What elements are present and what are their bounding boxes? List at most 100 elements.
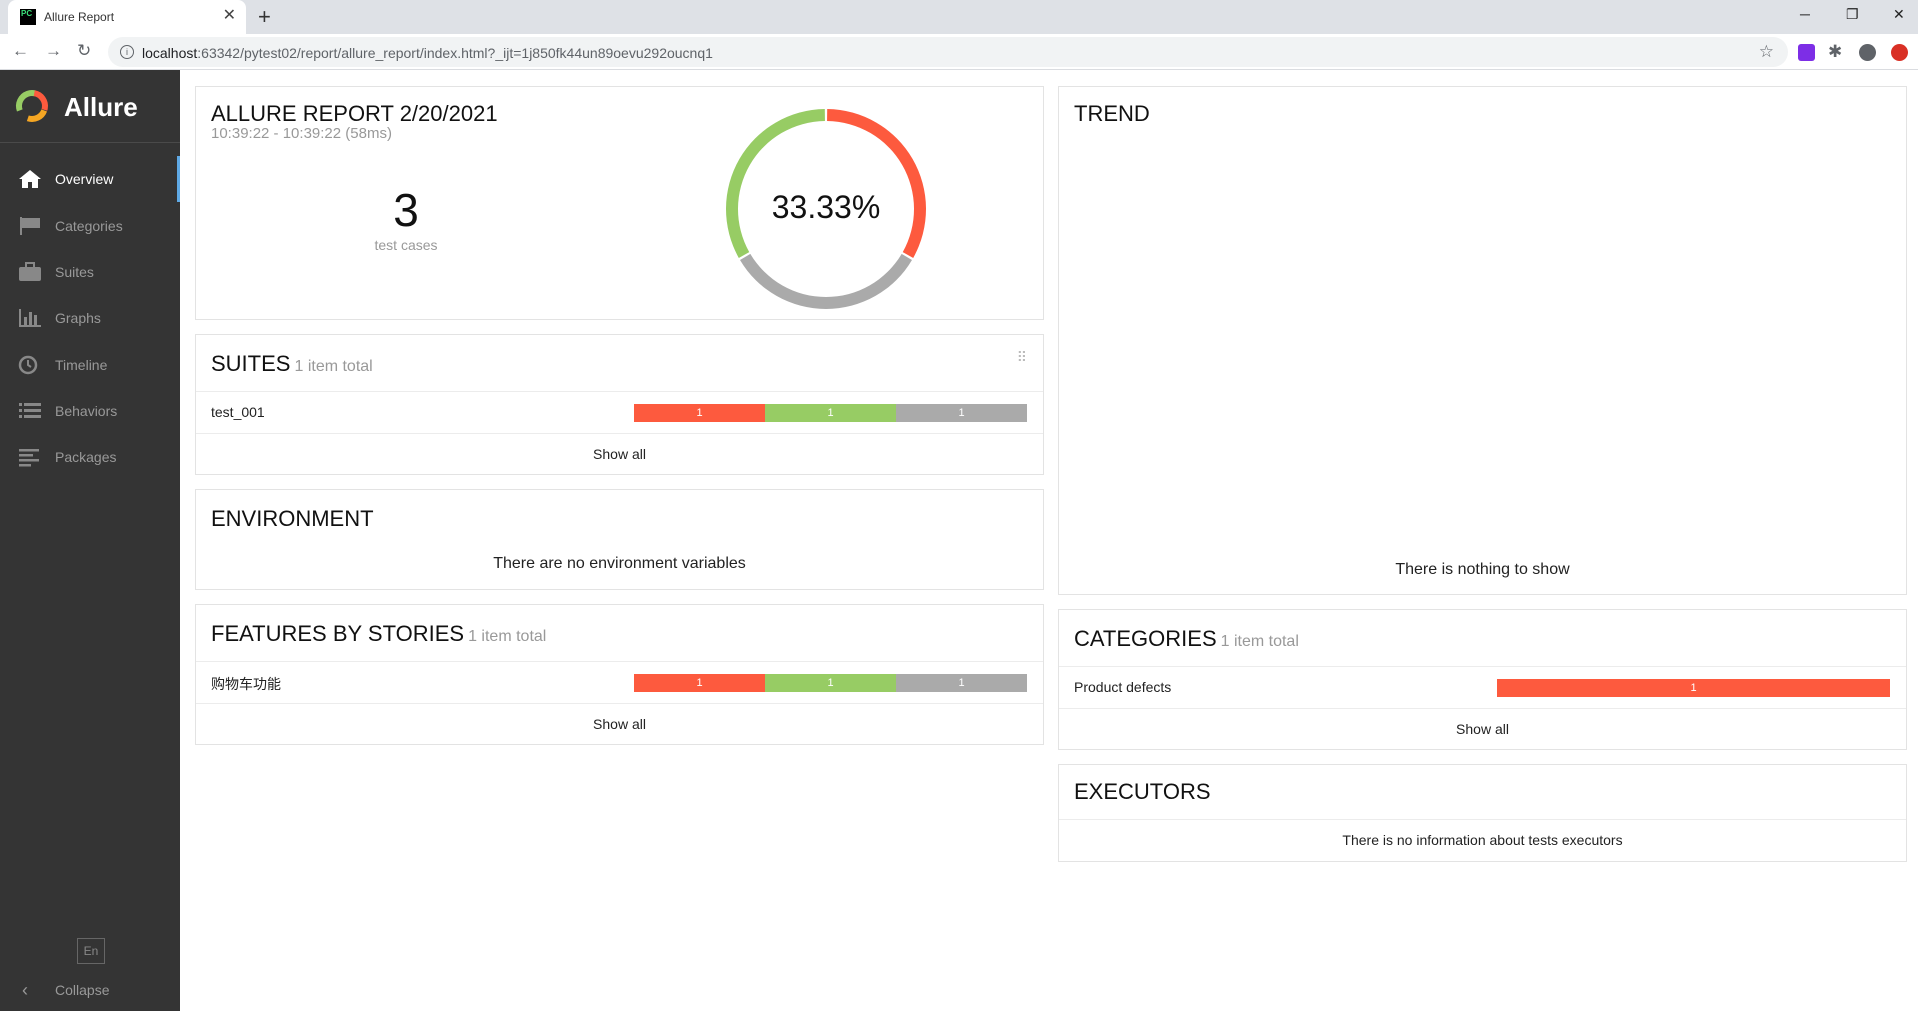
new-tab-icon[interactable]: + <box>258 4 271 29</box>
unknown-segment: 1 <box>896 404 1027 422</box>
environment-widget: ENVIRONMENT There are no environment var… <box>195 489 1044 590</box>
sidebar-item-label: Behaviors <box>55 403 118 419</box>
collapse-label: Collapse <box>55 982 110 998</box>
categories-widget: CATEGORIES 1 item total Product defects 1… <box>1058 609 1907 750</box>
feature-name: 购物车功能 <box>211 676 281 692</box>
table-row[interactable]: 购物车功能 1 1 1 <box>196 661 1043 703</box>
report-time: 10:39:22 - 10:39:22 (58ms) <box>211 125 392 142</box>
tab-title: Allure Report <box>44 10 115 24</box>
sidebar-item-behaviors[interactable]: Behaviors <box>0 388 180 434</box>
executors-title: EXECUTORS <box>1074 779 1211 804</box>
back-icon[interactable]: ← <box>12 41 29 60</box>
trend-title: TREND <box>1074 101 1150 126</box>
flag-icon <box>20 217 40 235</box>
status-bar: 1 1 1 <box>634 674 1027 692</box>
language-button[interactable]: En <box>77 938 105 964</box>
suites-total: 1 item total <box>294 358 373 375</box>
browser-tab[interactable]: PC Allure Report ✕ <box>8 0 246 34</box>
status-bar: 1 1 1 <box>634 404 1027 422</box>
extensions-icon[interactable]: ✱ <box>1828 42 1843 61</box>
passed-segment: 1 <box>765 404 896 422</box>
failed-segment: 1 <box>634 404 765 422</box>
sidebar-item-label: Overview <box>55 171 114 187</box>
url-host: localhost <box>142 45 198 61</box>
features-title-text: FEATURES BY STORIES <box>211 621 465 646</box>
forward-icon[interactable]: → <box>45 41 62 60</box>
clock-icon <box>18 355 38 375</box>
sidebar-item-overview[interactable]: Overview <box>0 156 180 202</box>
minimize-icon[interactable]: ─ <box>1800 6 1810 22</box>
features-title: FEATURES BY STORIES 1 item total <box>211 621 546 647</box>
url-text[interactable]: localhost:63342/pytest02/report/allure_r… <box>142 45 713 61</box>
executors-row: There is no information about tests exec… <box>1059 819 1906 861</box>
browser-toolbar: ← → ↻ i localhost:63342/pytest02/report/… <box>0 34 1918 70</box>
trend-message: There is nothing to show <box>1395 561 1570 578</box>
sidebar-item-categories[interactable]: Categories <box>0 203 180 249</box>
sidebar-item-timeline[interactable]: Timeline <box>0 342 180 388</box>
unknown-segment: 1 <box>896 674 1027 692</box>
test-count-label: test cases <box>374 237 438 253</box>
address-bar[interactable]: i localhost:63342/pytest02/report/allure… <box>108 37 1788 67</box>
home-icon <box>19 170 41 188</box>
reload-icon[interactable]: ↻ <box>77 41 92 60</box>
suites-title: SUITES 1 item total <box>211 351 373 377</box>
sidebar-item-label: Suites <box>55 264 94 280</box>
align-left-icon <box>19 449 39 467</box>
allure-logo-icon <box>15 90 48 122</box>
category-name: Product defects <box>1074 679 1172 695</box>
unknown-arc <box>740 253 912 309</box>
brand[interactable]: Allure <box>0 70 180 143</box>
report-title: ALLURE REPORT 2/20/2021 <box>211 101 498 126</box>
bar-chart-icon <box>19 309 41 327</box>
profile-icon[interactable] <box>1859 44 1876 61</box>
sidebar-item-packages[interactable]: Packages <box>0 434 180 480</box>
star-icon[interactable]: ☆ <box>1758 42 1774 61</box>
list-icon <box>19 403 41 418</box>
suites-show-all-button[interactable]: Show all <box>196 433 1043 475</box>
summary-widget: ALLURE REPORT 2/20/2021 10:39:22 - 10:39… <box>195 86 1044 320</box>
pycharm-favicon-icon: PC <box>20 9 36 25</box>
categories-show-all-button[interactable]: Show all <box>1059 708 1906 750</box>
briefcase-icon <box>19 262 41 281</box>
passed-segment: 1 <box>765 674 896 692</box>
sidebar: Allure Overview Categories Suites Graphs… <box>0 70 180 1011</box>
brand-name: Allure <box>64 92 138 122</box>
categories-total: 1 item total <box>1220 633 1299 650</box>
extension-rp-icon[interactable] <box>1798 44 1815 61</box>
features-total: 1 item total <box>468 628 547 645</box>
table-row[interactable]: Product defects 1 <box>1059 666 1906 708</box>
drag-handle-icon[interactable]: ⠿ <box>1016 349 1027 365</box>
browser-tabstrip: PC Allure Report ✕ + ─ ❐ ✕ <box>0 0 1918 34</box>
success-percent: 33.33% <box>771 189 881 225</box>
suite-name: test_001 <box>211 404 265 420</box>
categories-title-text: CATEGORIES <box>1074 626 1217 651</box>
collapse-button[interactable]: ‹ Collapse <box>0 972 180 1008</box>
failed-arc <box>827 109 926 258</box>
sidebar-item-graphs[interactable]: Graphs <box>0 295 180 341</box>
restore-icon[interactable]: ❐ <box>1846 6 1859 22</box>
tab-close-icon[interactable]: ✕ <box>222 7 236 24</box>
product-defects-segment: 1 <box>1497 679 1890 697</box>
update-icon[interactable] <box>1891 44 1908 61</box>
categories-title: CATEGORIES 1 item total <box>1074 626 1299 652</box>
suites-title-text: SUITES <box>211 351 291 376</box>
sidebar-item-label: Categories <box>55 218 123 234</box>
status-donut-chart <box>726 109 926 309</box>
passed-arc <box>726 109 825 258</box>
window-close-icon[interactable]: ✕ <box>1893 6 1905 22</box>
features-widget: FEATURES BY STORIES 1 item total 购物车功能 1 … <box>195 604 1044 745</box>
features-show-all-button[interactable]: Show all <box>196 703 1043 745</box>
test-count: 3 <box>393 184 419 236</box>
status-bar: 1 <box>1497 679 1890 697</box>
table-row[interactable]: test_001 1 1 1 <box>196 391 1043 433</box>
trend-widget: TREND There is nothing to show <box>1058 86 1907 595</box>
environment-message: There are no environment variables <box>493 555 746 572</box>
executors-message: There is no information about tests exec… <box>1342 832 1623 848</box>
failed-segment: 1 <box>634 674 765 692</box>
sidebar-item-label: Graphs <box>55 310 101 326</box>
environment-title: ENVIRONMENT <box>211 506 374 531</box>
sidebar-item-suites[interactable]: Suites <box>0 249 180 295</box>
sidebar-item-label: Timeline <box>55 357 108 373</box>
url-path: :63342/pytest02/report/allure_report/ind… <box>197 45 713 61</box>
info-icon[interactable]: i <box>120 45 134 59</box>
